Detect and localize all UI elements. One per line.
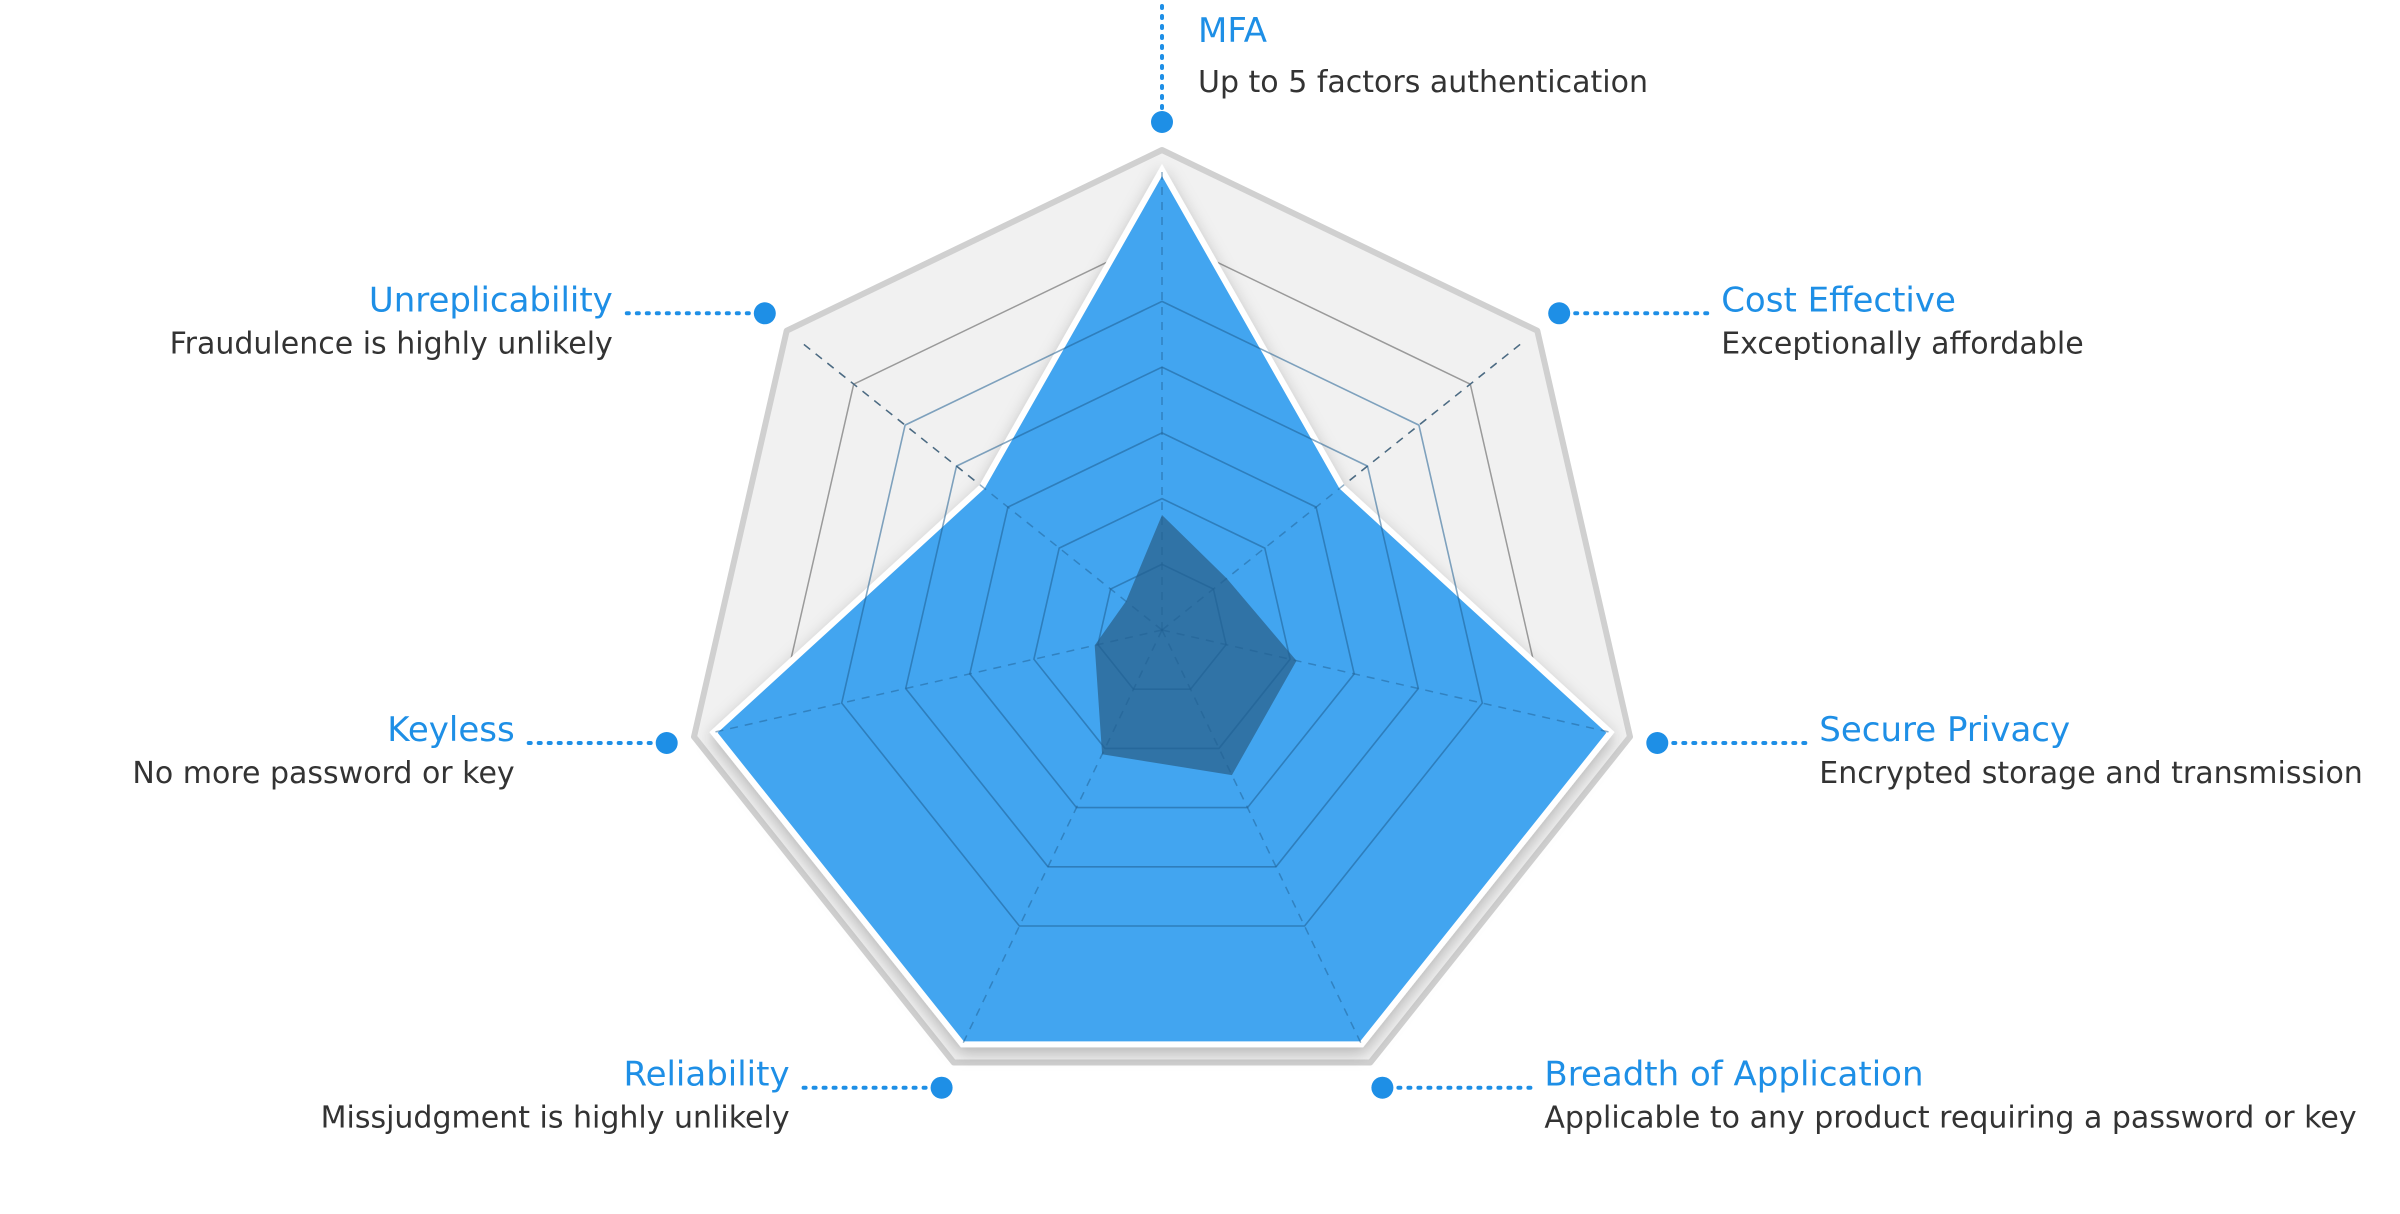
axis-description: Exceptionally affordable xyxy=(1721,326,2083,361)
axis-description: Up to 5 factors authentication xyxy=(1198,65,1648,100)
radar-grid-ring xyxy=(968,432,1356,809)
axis-label: Reliability xyxy=(623,1055,789,1095)
radar-grid-spoke xyxy=(1161,629,1611,734)
radar-grid-spoke xyxy=(961,629,1163,1045)
axis-dot xyxy=(655,732,678,754)
axis-dot xyxy=(1548,302,1571,325)
radar-grid-ring xyxy=(840,300,1484,927)
radar-grid-spoke xyxy=(801,342,1163,631)
axis-description: Encrypted storage and transmission xyxy=(1819,756,2363,791)
axis-label-group: Keyless No more password or key xyxy=(132,710,678,791)
radar-grid-ring xyxy=(1033,497,1291,750)
radar-grid xyxy=(713,170,1611,1045)
axis-label-group: Secure Privacy Encrypted storage and tran… xyxy=(1646,710,2363,791)
radar-grid-ring xyxy=(1097,563,1227,691)
axis-label-group: MFA Up to 5 factors authentication xyxy=(1151,0,1648,133)
axis-label: Keyless xyxy=(387,710,514,750)
axis-label-group: Reliability Missjudgment is highly unlike… xyxy=(321,1055,953,1136)
axis-dot xyxy=(1646,732,1669,754)
axis-label: MFA xyxy=(1198,11,1267,51)
axis-dot xyxy=(753,302,776,325)
axis-labels: MFA Up to 5 factors authentication Cost Ef… xyxy=(132,0,2363,1136)
axis-dot xyxy=(1371,1076,1394,1099)
axis-label-group: Cost Effective Exceptionally affordable xyxy=(1548,280,2084,361)
axis-label-group: Unreplicability Fraudulence is highly unl… xyxy=(170,280,776,361)
axis-label: Breadth of Application xyxy=(1544,1055,1923,1095)
axis-label: Unreplicability xyxy=(369,280,613,320)
axis-description: Applicable to any product requiring a pa… xyxy=(1544,1101,2356,1136)
axis-dot xyxy=(930,1076,953,1099)
axis-label: Cost Effective xyxy=(1721,280,1956,320)
radar-grid-spoke xyxy=(1161,629,1363,1045)
axis-label: Secure Privacy xyxy=(1819,710,2070,750)
axis-dot xyxy=(1151,111,1173,133)
axis-description: No more password or key xyxy=(132,756,514,791)
radar-grid-spoke xyxy=(1161,342,1523,631)
axis-description: Missjudgment is highly unlikely xyxy=(321,1101,790,1136)
radar-grid-ring xyxy=(904,366,1420,868)
axis-label-group: Breadth of Application Applicable to any … xyxy=(1371,1055,2357,1136)
axis-description: Fraudulence is highly unlikely xyxy=(170,326,613,361)
radar-grid-spoke xyxy=(713,629,1163,734)
radar-series-2-area xyxy=(1094,515,1297,776)
